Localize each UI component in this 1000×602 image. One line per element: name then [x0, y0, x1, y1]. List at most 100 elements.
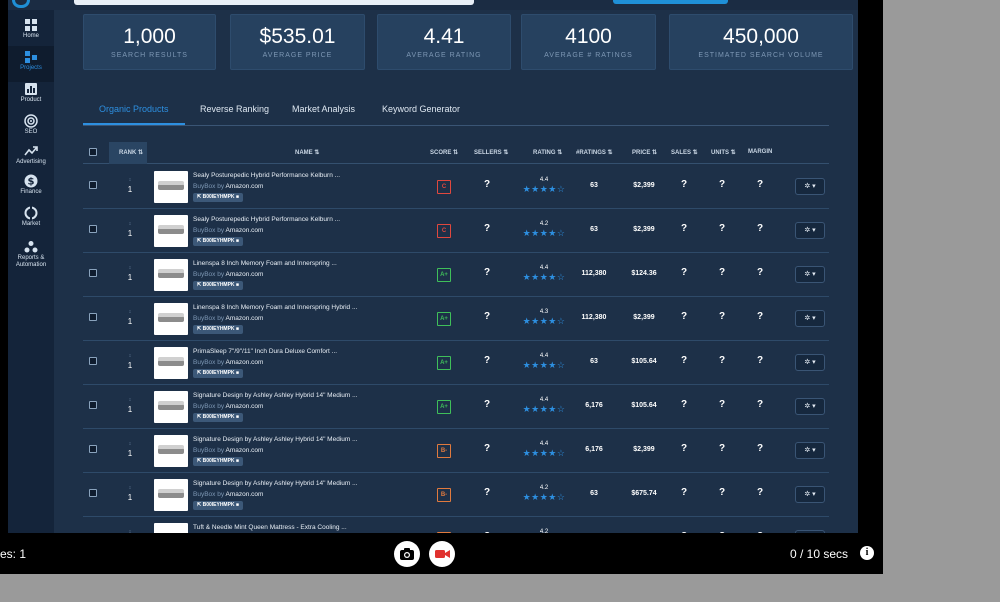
sidebar-item-market[interactable]: Market [8, 202, 54, 238]
table-row[interactable]: ↕ 1 Signature Design by Ashley Ashley Hybr… [83, 473, 829, 517]
stat-value: $535.01 [259, 25, 336, 48]
product-name-link[interactable]: Signature Design by Ashley Ashley Hybrid… [193, 480, 358, 487]
rating-stars-icon: ★★★★☆ [522, 404, 566, 414]
buybox-line: BuyBox by Amazon.com [193, 447, 263, 454]
rank-cell: ↕1 [126, 176, 134, 194]
copy-icon: ■ [234, 282, 239, 288]
product-name-link[interactable]: Sealy Posturepedic Hybrid Performance Ke… [193, 216, 341, 223]
asin-badge[interactable]: ⇱ B00IEYHMPK ■ [193, 325, 243, 334]
name-column-header[interactable]: NAME ⇅ [295, 150, 320, 156]
row-settings-button[interactable]: ✲ ▾ [795, 354, 825, 371]
camera-icon[interactable] [394, 541, 420, 567]
top-action-button[interactable] [613, 0, 728, 4]
projects-icon [24, 50, 38, 64]
table-row[interactable]: ↕ 1 Linenspa 8 Inch Memory Foam and Inners… [83, 253, 829, 297]
top-search-bar[interactable] [74, 0, 474, 5]
table-row[interactable]: ↕ 1 Signature Design by Ashley Ashley Hybr… [83, 385, 829, 429]
row-checkbox[interactable] [89, 489, 97, 497]
top-bar [8, 0, 858, 10]
sidebar-item-advertising[interactable]: Advertising [8, 140, 54, 176]
buybox-seller: Amazon.com [225, 359, 264, 366]
product-thumbnail[interactable] [154, 303, 188, 335]
product-thumbnail[interactable] [154, 391, 188, 423]
table-row[interactable]: ↕1 Tuft & Needle Mint Queen Mattress - Ex… [83, 517, 829, 533]
table-row[interactable]: ↕ 1 Linenspa 8 Inch Memory Foam and Inners… [83, 297, 829, 341]
row-settings-button[interactable]: ✲ ▾ [795, 530, 825, 533]
num-ratings-value: 63 [590, 358, 598, 365]
sidebar-item-seo[interactable]: SEO [8, 110, 54, 146]
row-checkbox[interactable] [89, 445, 97, 453]
rating-stars-icon: ★★★★☆ [522, 360, 566, 370]
logo[interactable] [12, 0, 30, 8]
tab-market-analysis[interactable]: Market Analysis [292, 104, 356, 114]
product-thumbnail[interactable] [154, 259, 188, 291]
product-thumbnail[interactable] [154, 347, 188, 379]
row-checkbox[interactable] [89, 269, 97, 277]
tab-organic-products[interactable]: Organic Products [99, 104, 169, 114]
row-settings-button[interactable]: ✲ ▾ [795, 442, 825, 459]
row-settings-button[interactable]: ✲ ▾ [795, 222, 825, 239]
tab-keyword-generator[interactable]: Keyword Generator [382, 104, 461, 114]
rating-column-header[interactable]: RATING ⇅ [533, 150, 563, 156]
table-row[interactable]: ↕ 1 Signature Design by Ashley Ashley Hybr… [83, 429, 829, 473]
chevron-down-icon: ▾ [812, 271, 816, 278]
asin-value: B00IEYHMPK [202, 326, 235, 332]
product-thumbnail[interactable] [154, 215, 188, 247]
asin-badge[interactable]: ⇱ B00IEYHMPK ■ [193, 457, 243, 466]
row-checkbox[interactable] [89, 313, 97, 321]
margin-value: ? [757, 487, 764, 498]
asin-badge[interactable]: ⇱ B00IEYHMPK ■ [193, 193, 243, 202]
sidebar-item-finance[interactable]: $ Finance [8, 170, 54, 206]
rank-column-header[interactable]: RANK ⇅ [109, 142, 147, 164]
price-column-header[interactable]: PRICE ⇅ [632, 150, 658, 156]
table-row[interactable]: ↕ 1 Sealy Posturepedic Hybrid Performance … [83, 209, 829, 253]
row-checkbox[interactable] [89, 181, 97, 189]
product-name-link[interactable]: PrimaSleep 7"/9"/11" Inch Dura Deluxe Co… [193, 348, 338, 355]
asin-badge[interactable]: ⇱ B00IEYHMPK ■ [193, 281, 243, 290]
asin-badge[interactable]: ⇱ B00IEYHMPK ■ [193, 413, 243, 422]
product-thumbnail[interactable] [154, 523, 188, 533]
row-checkbox[interactable] [89, 357, 97, 365]
row-checkbox[interactable] [89, 401, 97, 409]
product-thumbnail[interactable] [154, 171, 188, 203]
sellers-column-header[interactable]: SELLERS ⇅ [474, 150, 509, 156]
units-column-header[interactable]: UNITS ⇅ [711, 150, 736, 156]
row-settings-button[interactable]: ✲ ▾ [795, 178, 825, 195]
sidebar-item-reports-automation[interactable]: Reports & Automation [8, 236, 54, 280]
tab-reverse-ranking[interactable]: Reverse Ranking [200, 104, 270, 114]
row-settings-button[interactable]: ✲ ▾ [795, 266, 825, 283]
product-name-link[interactable]: Sealy Posturepedic Hybrid Performance Ke… [193, 172, 341, 179]
rank-change-indicator: ↕ [128, 177, 132, 183]
select-all-checkbox[interactable] [89, 148, 97, 156]
asin-badge[interactable]: ⇱ B00IEYHMPK ■ [193, 369, 243, 378]
buybox-seller: Amazon.com [225, 315, 264, 322]
info-icon[interactable]: i [860, 546, 874, 560]
asin-badge[interactable]: ⇱ B00IEYHMPK ■ [193, 501, 243, 510]
product-name-link[interactable]: Signature Design by Ashley Ashley Hybrid… [193, 392, 358, 399]
rank-cell: ↕1 [126, 352, 134, 370]
sidebar-item-home[interactable]: Home [8, 14, 54, 50]
table-row[interactable]: ↕ 1 PrimaSleep 7"/9"/11" Inch Dura Deluxe … [83, 341, 829, 385]
asin-badge[interactable]: ⇱ B00IEYHMPK ■ [193, 237, 243, 246]
row-settings-button[interactable]: ✲ ▾ [795, 310, 825, 327]
row-settings-button[interactable]: ✲ ▾ [795, 486, 825, 503]
table-row[interactable]: ↕ 1 Sealy Posturepedic Hybrid Performance … [83, 165, 829, 209]
row-settings-button[interactable]: ✲ ▾ [795, 398, 825, 415]
product-thumbnail[interactable] [154, 479, 188, 511]
mattress-image [158, 269, 184, 278]
product-name-link[interactable]: Linenspa 8 Inch Memory Foam and Innerspr… [193, 304, 358, 311]
sidebar-item-product[interactable]: Product [8, 78, 54, 114]
sidebar-item-projects[interactable]: Projects [8, 46, 54, 82]
num-ratings-column-header[interactable]: #RATINGS ⇅ [576, 150, 613, 156]
video-record-icon[interactable] [429, 541, 455, 567]
row-checkbox[interactable] [89, 225, 97, 233]
margin-value: ? [757, 355, 764, 366]
sales-value: ? [681, 223, 688, 234]
product-name-link[interactable]: Tuft & Needle Mint Queen Mattress - Extr… [193, 524, 347, 531]
rank-cell: ↕1 [126, 396, 134, 414]
product-name-link[interactable]: Signature Design by Ashley Ashley Hybrid… [193, 436, 358, 443]
product-thumbnail[interactable] [154, 435, 188, 467]
sales-column-header[interactable]: SALES ⇅ [671, 150, 698, 156]
score-column-header[interactable]: SCORE ⇅ [430, 150, 459, 156]
product-name-link[interactable]: Linenspa 8 Inch Memory Foam and Innerspr… [193, 260, 337, 267]
